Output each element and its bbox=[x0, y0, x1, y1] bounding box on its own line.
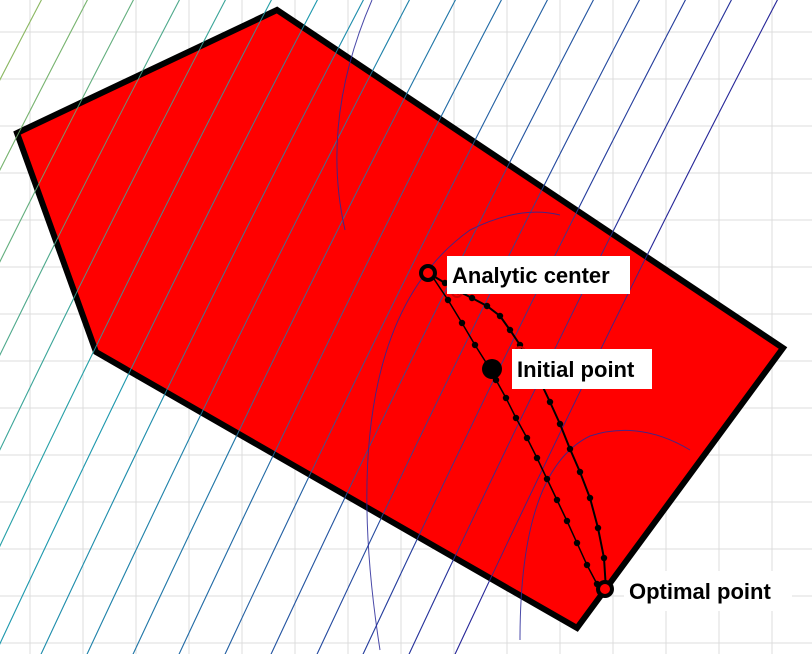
analytic-center-label: Analytic center bbox=[447, 256, 630, 294]
contour-line bbox=[40, 0, 364, 654]
iterate-dot bbox=[576, 468, 584, 476]
contour-line bbox=[178, 0, 502, 654]
iterate-dot bbox=[502, 394, 510, 402]
contour-line bbox=[0, 0, 272, 547]
iterate-dot bbox=[496, 312, 504, 320]
contour-line bbox=[0, 0, 42, 81]
initial-point-label: Initial point bbox=[512, 349, 652, 389]
iterate-dot bbox=[441, 279, 449, 287]
contour-line bbox=[86, 0, 410, 654]
optimal-point-label: Optimal point bbox=[624, 571, 792, 611]
contour-line bbox=[0, 0, 42, 81]
iterate-dot bbox=[566, 445, 574, 453]
contour-line bbox=[132, 0, 456, 654]
iterate-dot bbox=[468, 294, 476, 302]
contour-line bbox=[224, 0, 548, 654]
feasible-region bbox=[13, 6, 788, 632]
iterate-dot bbox=[512, 414, 520, 422]
iterate-dot bbox=[444, 296, 452, 304]
optimal-point-marker bbox=[596, 580, 614, 598]
iterate-dot bbox=[600, 554, 608, 562]
contour-line bbox=[0, 0, 318, 645]
iterate-dot bbox=[543, 475, 551, 483]
contour-line bbox=[336, 0, 373, 231]
iterate-dot bbox=[533, 454, 541, 462]
iterate-dot bbox=[573, 539, 581, 547]
iterate-dot bbox=[546, 398, 554, 406]
iterate-dot bbox=[523, 434, 531, 442]
iterate-dot bbox=[586, 494, 594, 502]
iterate-dot bbox=[583, 561, 591, 569]
contour-line bbox=[366, 211, 561, 651]
iterate-dot bbox=[563, 517, 571, 525]
analytic-center-marker bbox=[419, 264, 437, 282]
contour-line bbox=[454, 0, 778, 654]
initial-point-label-text: Initial point bbox=[517, 357, 635, 382]
iterate-dot bbox=[594, 524, 602, 532]
iterate-dot bbox=[553, 496, 561, 504]
contour-line bbox=[0, 0, 226, 451]
iterate-dot bbox=[458, 319, 466, 327]
contour-line bbox=[316, 0, 640, 654]
analytic-center-label-text: Analytic center bbox=[452, 263, 610, 288]
contour-line bbox=[408, 0, 732, 654]
contour-line bbox=[519, 429, 691, 641]
contour-line bbox=[362, 0, 686, 654]
iterate-dot bbox=[556, 420, 564, 428]
objective-contour-lines-overlay bbox=[0, 0, 778, 654]
contour-line bbox=[0, 0, 134, 263]
iterate-dot bbox=[506, 326, 514, 334]
contour-line bbox=[270, 0, 594, 654]
initial-point-marker bbox=[482, 359, 502, 379]
contour-line bbox=[0, 0, 180, 356]
iterate-dot bbox=[483, 302, 491, 310]
iterate-dot bbox=[471, 341, 479, 349]
optimal-point-label-text: Optimal point bbox=[629, 579, 771, 604]
contour-line bbox=[0, 0, 88, 171]
